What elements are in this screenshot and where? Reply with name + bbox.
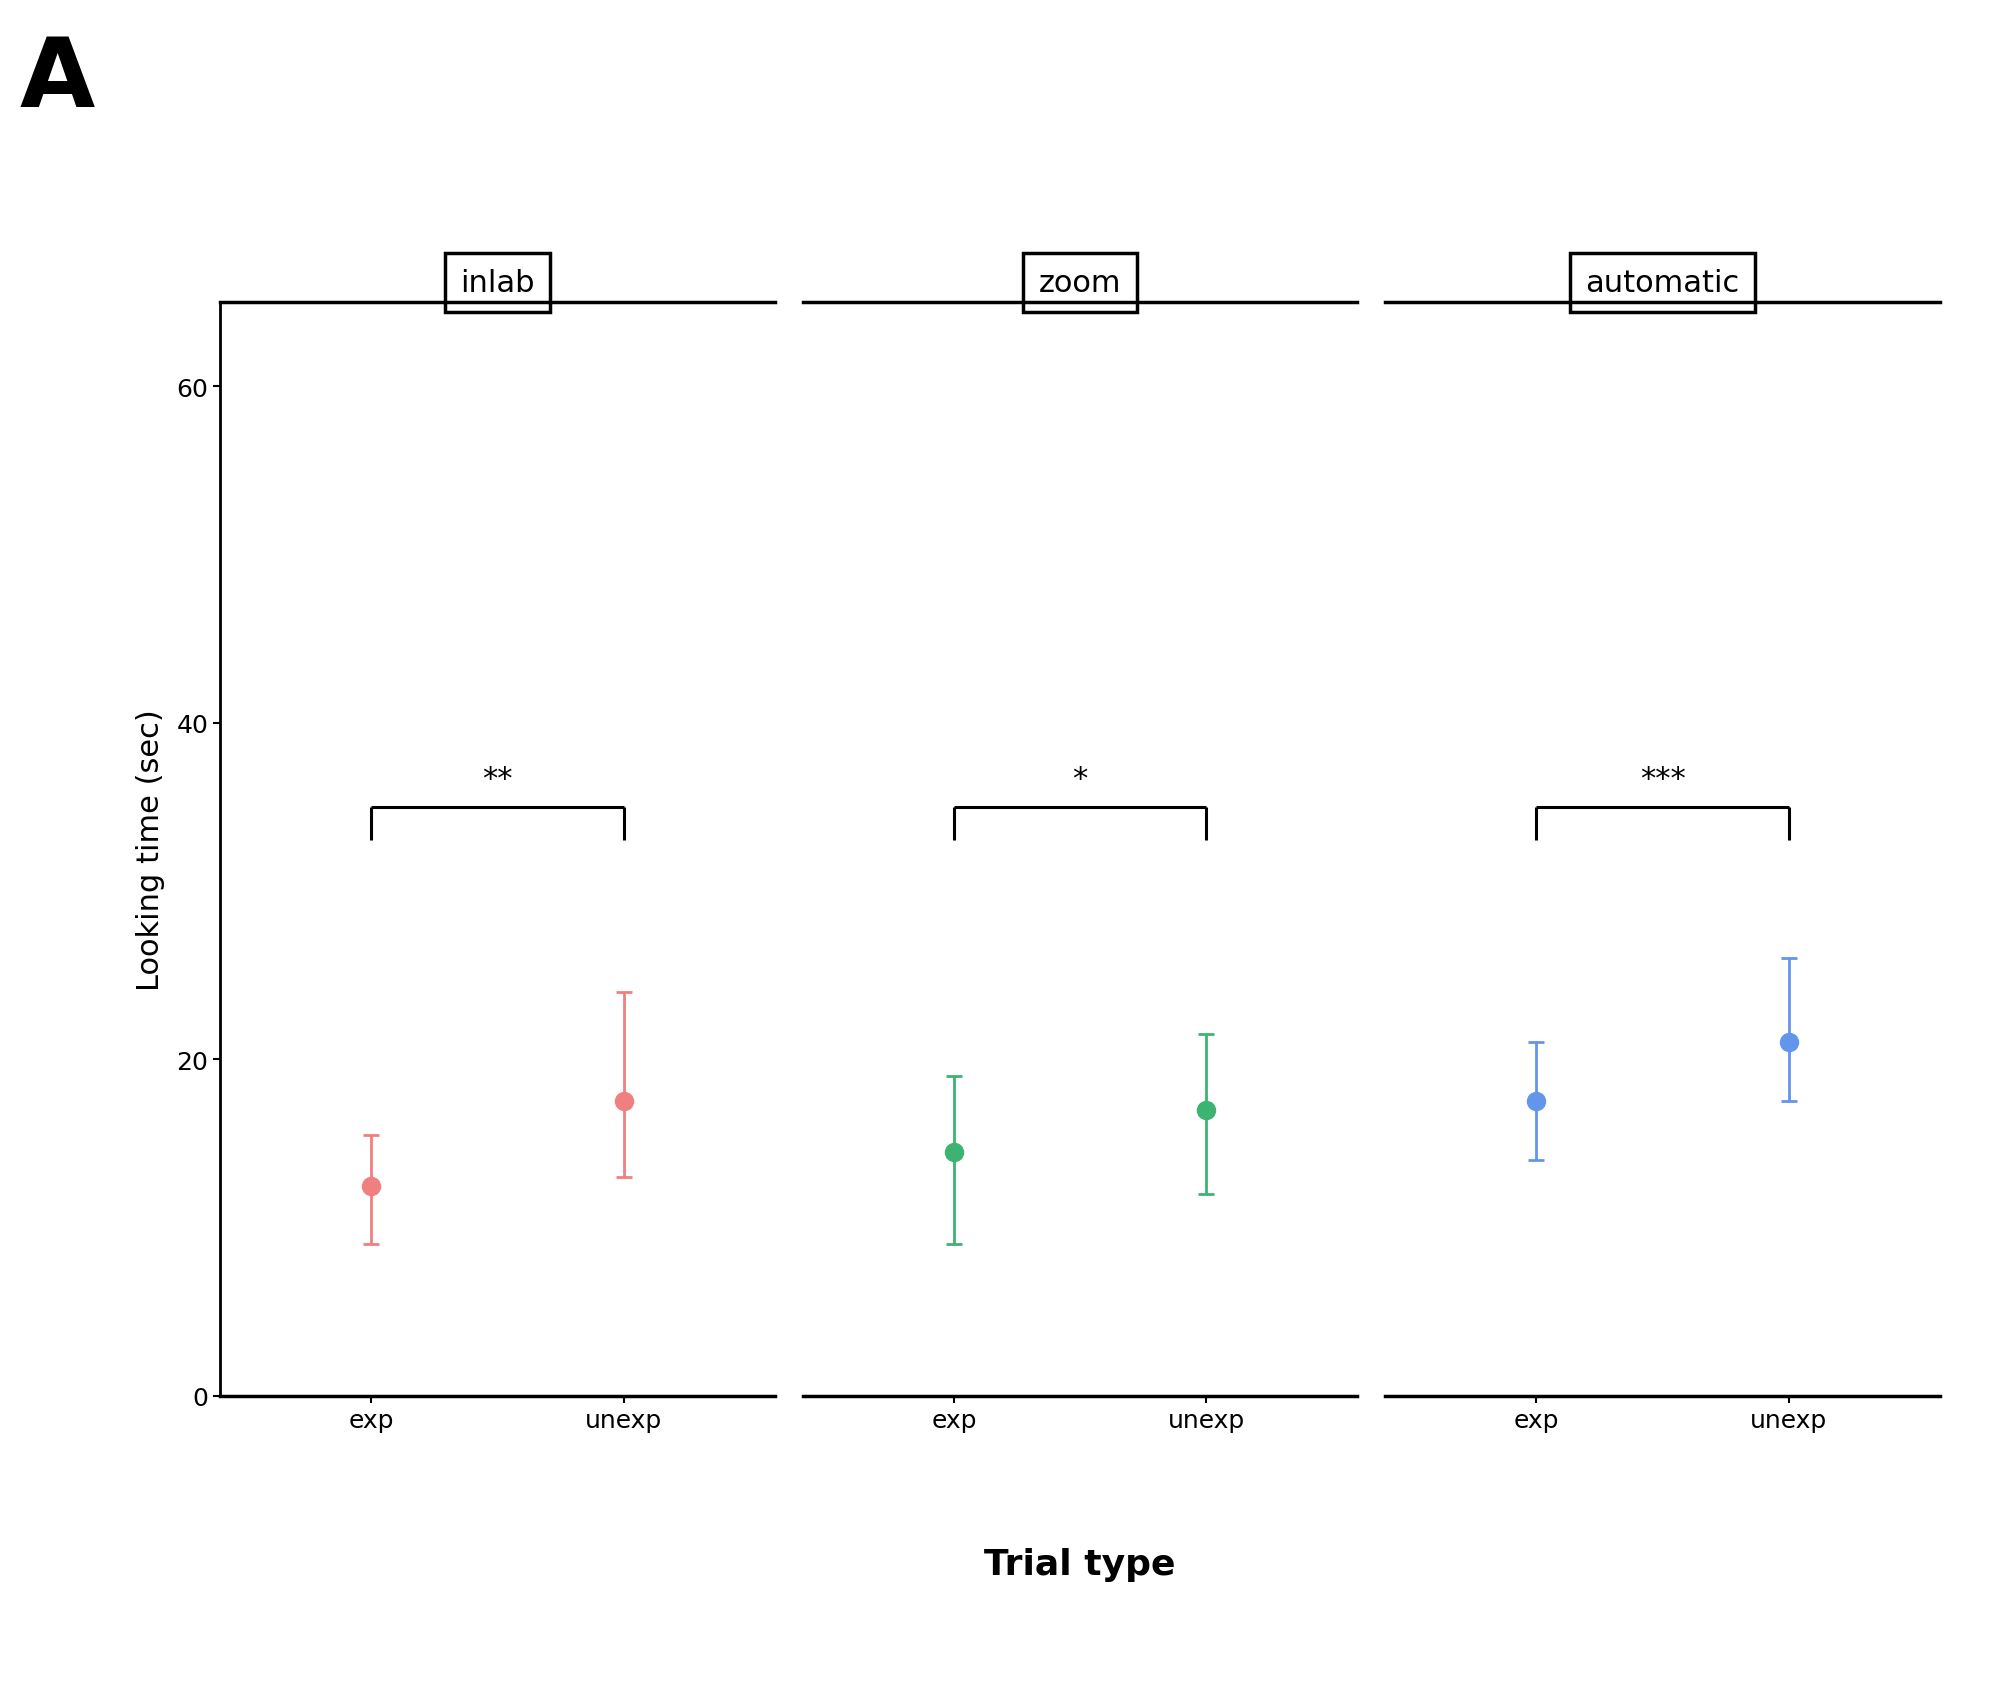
Title: inlab: inlab (460, 269, 534, 298)
Y-axis label: Looking time (sec): Looking time (sec) (136, 708, 166, 991)
Text: **: ** (482, 765, 512, 794)
Text: A: A (20, 34, 96, 126)
Text: Trial type: Trial type (984, 1547, 1176, 1581)
Text: *: * (1072, 765, 1088, 794)
Text: ***: *** (1640, 765, 1686, 794)
Title: automatic: automatic (1586, 269, 1740, 298)
Title: zoom: zoom (1038, 269, 1122, 298)
